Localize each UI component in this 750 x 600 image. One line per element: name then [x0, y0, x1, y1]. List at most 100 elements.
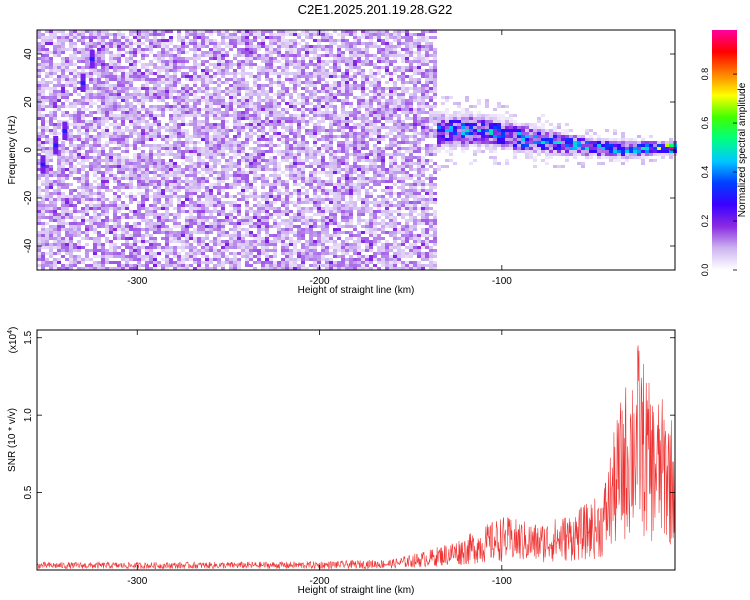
heat-cell [185, 255, 189, 258]
heat-cell [213, 225, 217, 228]
heat-cell [233, 114, 237, 117]
heat-cell [77, 225, 81, 228]
heat-cell [117, 153, 121, 156]
heat-cell [333, 75, 337, 78]
heat-cell [41, 120, 45, 123]
heat-cell [157, 168, 161, 171]
heat-cell [205, 75, 209, 78]
heat-cell [45, 198, 49, 201]
heat-cell [325, 180, 329, 183]
heat-cell [73, 84, 77, 87]
heat-cell [289, 171, 293, 174]
heat-cell [177, 90, 181, 93]
heat-cell [69, 201, 73, 204]
heat-cell [253, 159, 257, 162]
heat-cell [281, 210, 285, 213]
heat-cell [45, 153, 49, 156]
heat-cell [333, 138, 337, 141]
heat-cell [125, 168, 129, 171]
heat-cell [105, 114, 109, 117]
heat-cell [77, 195, 81, 198]
heat-cell [37, 174, 41, 177]
heat-cell [305, 102, 309, 105]
heat-cell [281, 120, 285, 123]
heat-cell [305, 78, 309, 81]
heat-cell [233, 165, 237, 168]
heat-cell [237, 141, 241, 144]
heat-cell [345, 156, 349, 159]
heat-cell [45, 30, 49, 33]
heat-cell [209, 51, 213, 54]
heat-cell [309, 156, 313, 159]
heat-cell [81, 213, 85, 216]
heat-cell [345, 165, 349, 168]
heat-cell [165, 243, 169, 246]
heat-cell [313, 39, 317, 42]
heat-cell [197, 87, 201, 90]
heat-cell [57, 195, 61, 198]
heat-cell [93, 207, 97, 210]
heat-cell [101, 243, 105, 246]
heat-cell [305, 141, 309, 144]
heat-cell [305, 84, 309, 87]
heat-cell [165, 54, 169, 57]
heat-cell [41, 213, 45, 216]
heat-cell [341, 114, 345, 117]
heat-cell [113, 216, 117, 219]
heat-cell [265, 48, 269, 51]
heat-cell [261, 132, 265, 135]
heat-cell [125, 102, 129, 105]
heat-cell [157, 243, 161, 246]
heat-cell [309, 234, 313, 237]
heat-cell [261, 66, 265, 69]
heat-cell [133, 162, 137, 165]
heat-cell [337, 60, 341, 63]
heat-cell [353, 252, 357, 255]
heat-cell [309, 252, 313, 255]
heat-cell [85, 93, 89, 96]
heat-cell [45, 126, 49, 129]
heat-cell [345, 153, 349, 156]
heat-cell [153, 36, 157, 39]
heat-cell [301, 126, 305, 129]
heat-cell [265, 222, 269, 225]
heat-cell [273, 183, 277, 186]
heat-cell [289, 123, 293, 126]
heat-cell [181, 261, 185, 264]
heat-cell [333, 183, 337, 186]
heat-cell [237, 78, 241, 81]
heat-cell [69, 258, 73, 261]
heat-cell [141, 192, 145, 195]
heat-cell [301, 138, 305, 141]
heat-cell [297, 81, 301, 84]
heat-cell [73, 75, 77, 78]
heat-cell [169, 213, 173, 216]
heat-cell [297, 150, 301, 153]
heat-cell [41, 258, 45, 261]
heat-cell [97, 123, 101, 126]
heat-cell [321, 243, 325, 246]
heat-cell [85, 36, 89, 39]
heat-cell [185, 66, 189, 69]
heat-cell [37, 240, 41, 243]
heat-cell [201, 69, 205, 72]
heat-cell [237, 246, 241, 249]
heat-cell [249, 216, 253, 219]
heat-cell [233, 156, 237, 159]
heat-cell [101, 51, 105, 54]
heat-cell [205, 144, 209, 147]
heat-cell [193, 261, 197, 264]
heat-cell [205, 237, 209, 240]
heat-cell [209, 96, 213, 99]
heat-cell [89, 222, 93, 225]
heat-cell [181, 63, 185, 66]
heat-cell [61, 147, 65, 150]
heat-cell [201, 165, 205, 168]
heat-cell [317, 165, 321, 168]
heat-cell [137, 210, 141, 213]
heat-cell [165, 135, 169, 138]
heat-cell [317, 162, 321, 165]
heat-cell [193, 204, 197, 207]
heat-cell [265, 243, 269, 246]
heat-cell [245, 99, 249, 102]
